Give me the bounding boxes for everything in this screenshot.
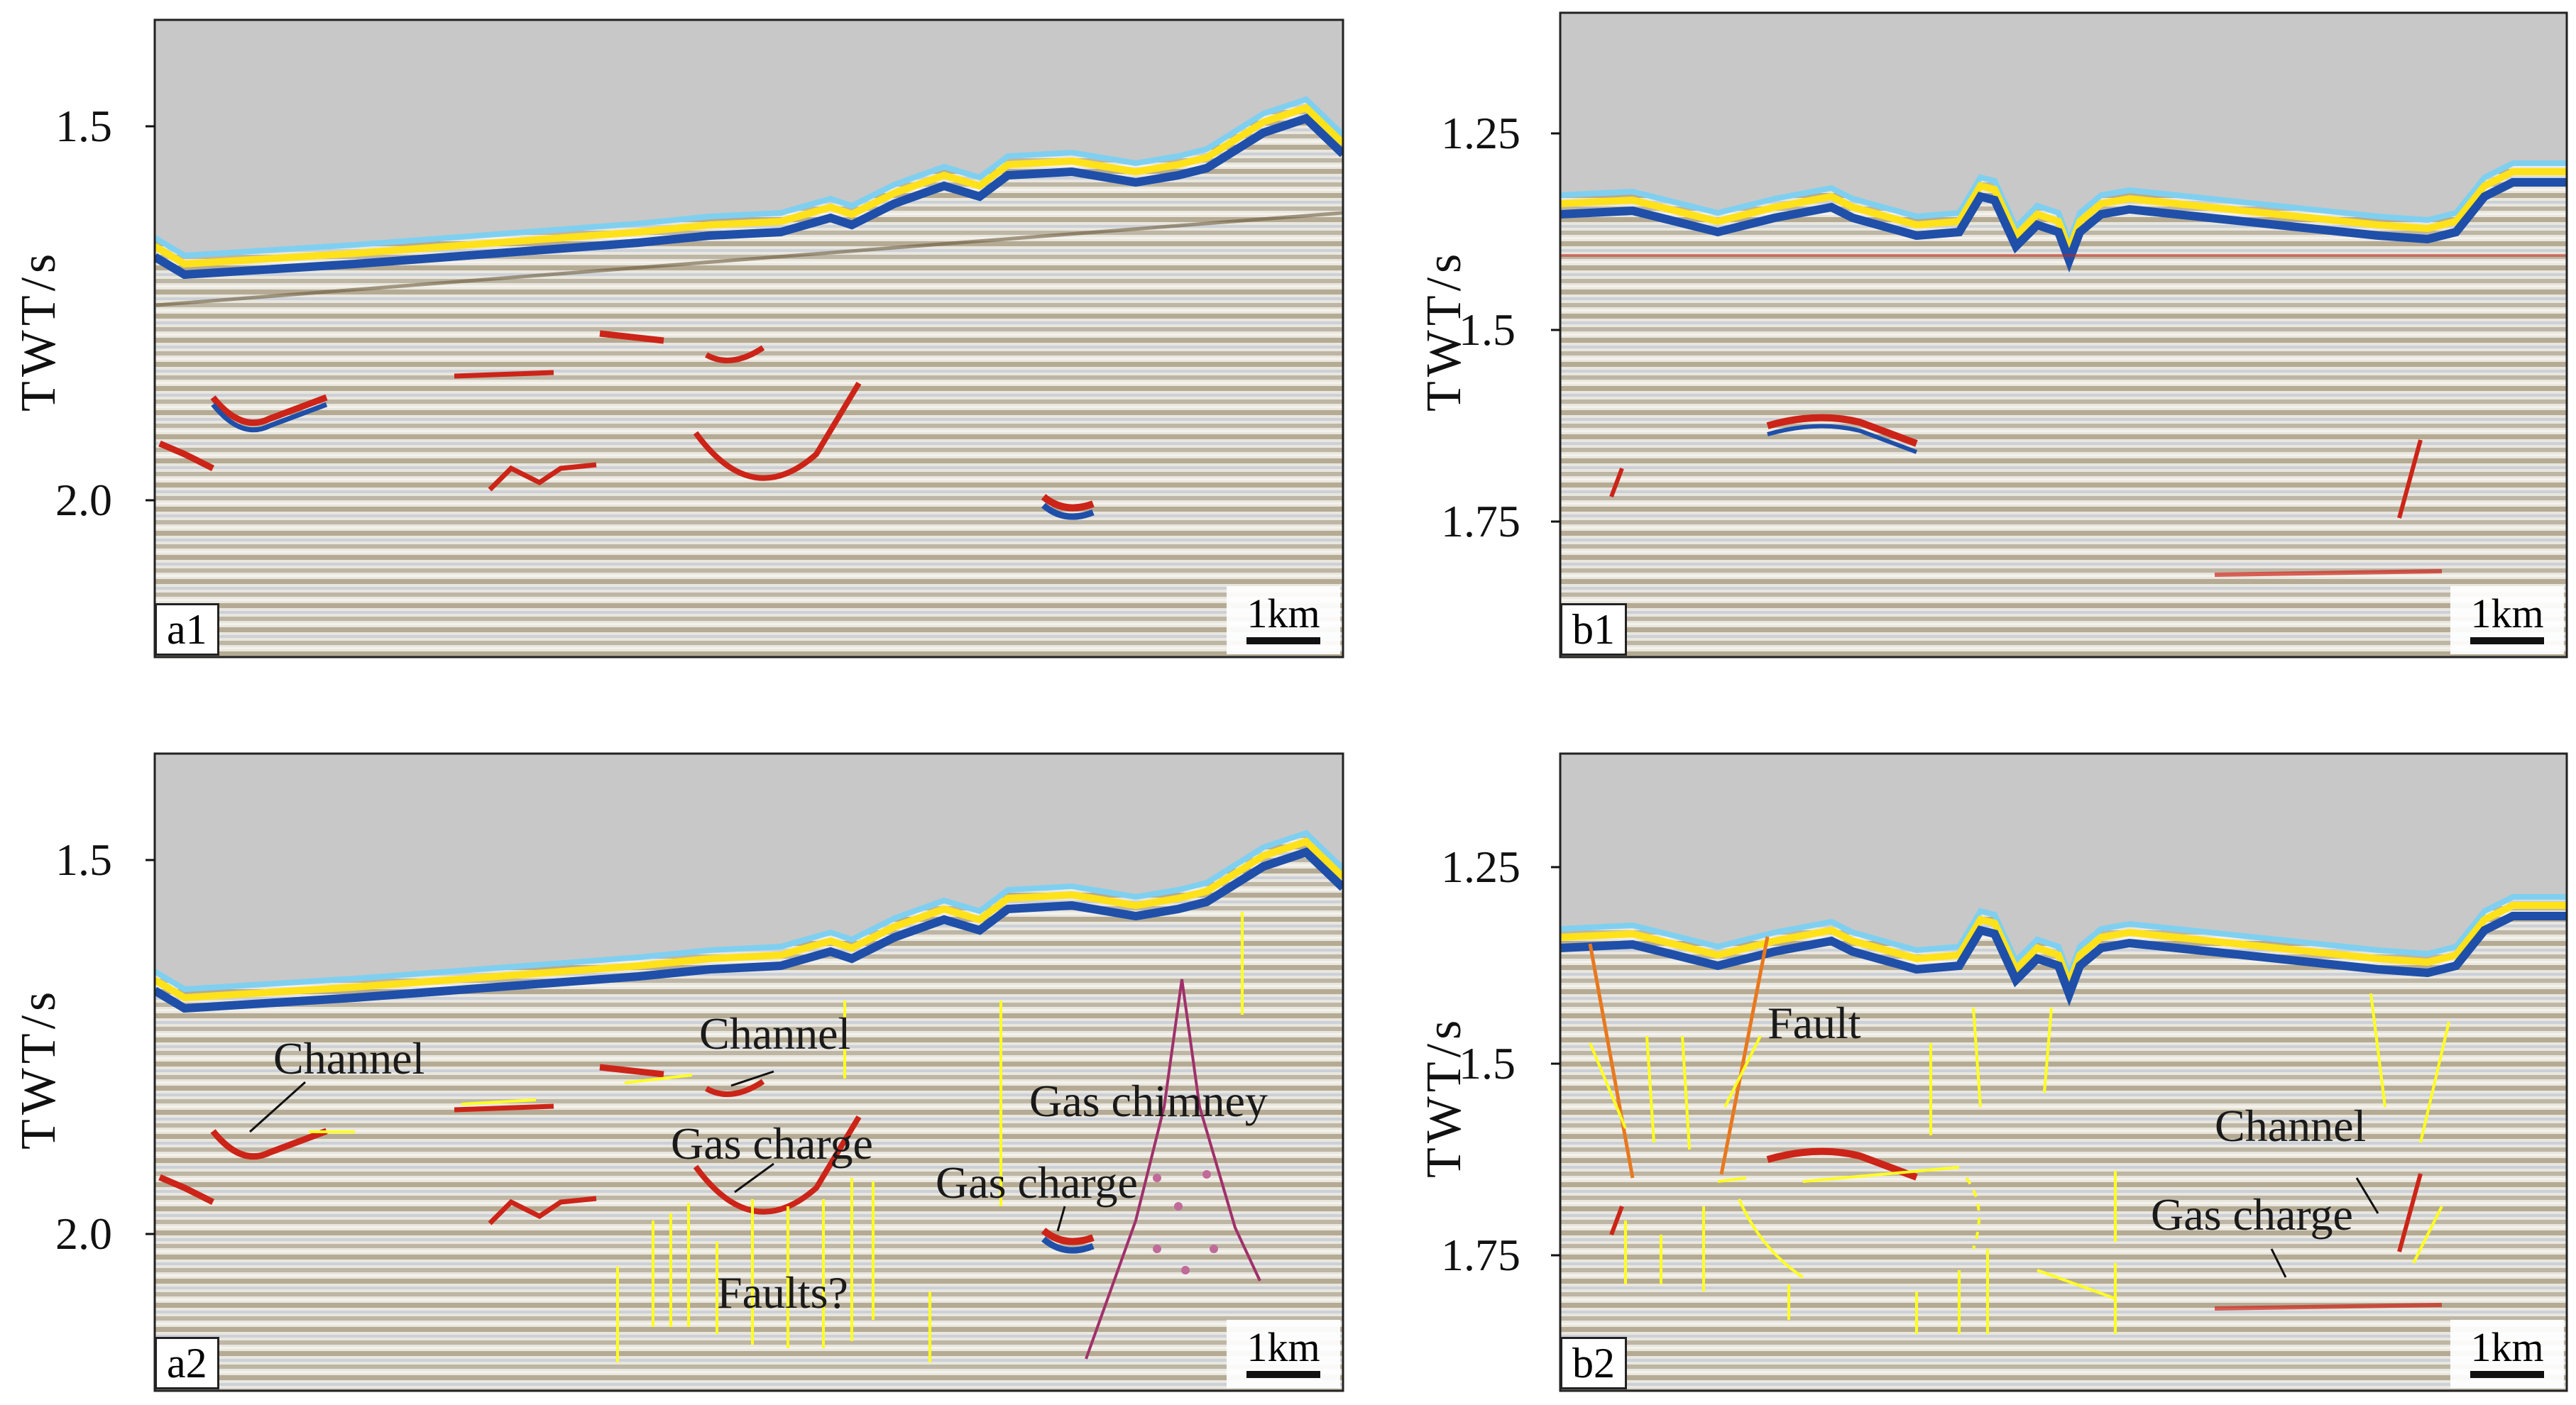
annotation-gas-chimney: Gas chimney: [1029, 1076, 1268, 1126]
b2-ytick-3: 1.75: [1441, 1230, 1520, 1280]
b2-ytick-2: 1.5: [1459, 1038, 1516, 1089]
a1-ytick-1: 1.5: [55, 101, 112, 151]
panel-b1-section: [1560, 13, 2567, 657]
annotation-channel: Channel: [2215, 1101, 2367, 1151]
annotation-channel-left: Channel: [273, 1033, 425, 1084]
scale-bar-a1: 1km: [1227, 586, 1340, 654]
scale-bar-a2: 1km: [1227, 1320, 1340, 1388]
panel-b2-section: [1560, 754, 2567, 1391]
annotation-gas-charge-mid: Gas charge: [671, 1118, 873, 1169]
scale-bar-b1: 1km: [2450, 586, 2564, 654]
panel-a2-section: [155, 754, 1343, 1391]
b1-ytick-1: 1.25: [1441, 108, 1520, 158]
a2-ytick-1: 1.5: [55, 834, 112, 885]
a2-y-title: TWT/s: [11, 987, 66, 1150]
channel-left-arrow: [248, 1081, 307, 1133]
b1-ytick-2: 1.5: [1459, 304, 1516, 355]
channel-mid-arrow: [730, 1070, 774, 1087]
a2-ytick-2: 2.0: [55, 1208, 112, 1259]
annotation-gas-charge: Gas charge: [2151, 1189, 2353, 1240]
b2-ytick-1: 1.25: [1441, 842, 1520, 892]
panel-label-a1: a1: [155, 603, 219, 656]
panel-label-a2: a2: [155, 1337, 219, 1389]
a1-ytick-2: 2.0: [55, 475, 112, 525]
b1-ytick-3: 1.75: [1441, 496, 1520, 546]
a1-y-title: TWT/s: [11, 249, 66, 412]
annotation-faults: Faults?: [717, 1267, 848, 1318]
annotation-channel-mid: Channel: [699, 1008, 851, 1059]
gas-charge-right-arrow: [1056, 1206, 1066, 1232]
panel-a1-section: [155, 20, 1343, 657]
gas-charge-mid-arrow: [734, 1162, 774, 1194]
annotation-fault: Fault: [1767, 998, 1861, 1048]
scale-bar-b2: 1km: [2450, 1320, 2564, 1388]
b1-y-title: TWT/s: [1417, 249, 1471, 412]
panel-label-b2: b2: [1560, 1337, 1627, 1389]
annotation-gas-charge-right: Gas charge: [936, 1157, 1138, 1208]
panel-label-b1: b1: [1560, 603, 1627, 656]
b2-y-title: TWT/s: [1417, 1015, 1471, 1178]
